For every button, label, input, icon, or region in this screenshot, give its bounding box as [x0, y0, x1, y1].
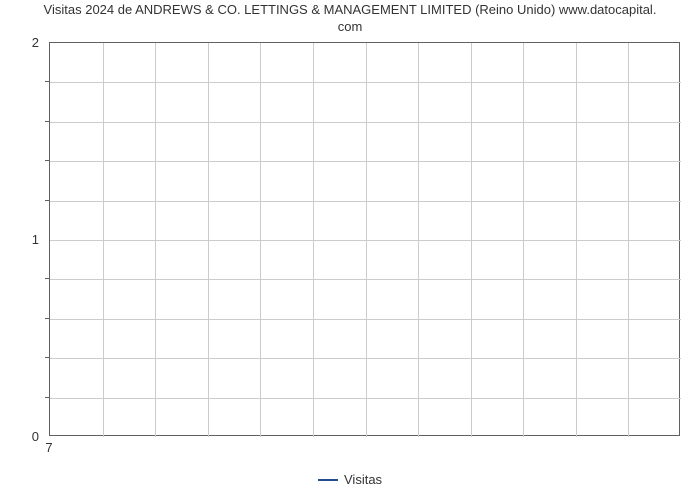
legend-label: Visitas	[344, 472, 382, 487]
y-minor-tick	[45, 160, 49, 161]
chart-title-line1: Visitas 2024 de ANDREWS & CO. LETTINGS &…	[0, 2, 700, 17]
hgrid-minor	[50, 358, 681, 359]
hgrid-major	[50, 240, 681, 241]
hgrid-minor	[50, 319, 681, 320]
hgrid-minor	[50, 201, 681, 202]
hgrid-minor	[50, 82, 681, 83]
y-minor-tick	[45, 357, 49, 358]
y-minor-tick	[45, 81, 49, 82]
y-minor-tick	[45, 318, 49, 319]
chart-container: { "chart": { "type": "line", "title_line…	[0, 0, 700, 500]
plot-area	[49, 42, 680, 436]
y-minor-tick	[45, 397, 49, 398]
y-minor-tick	[45, 121, 49, 122]
legend-swatch	[318, 479, 338, 481]
y-tick-label: 2	[0, 35, 39, 50]
hgrid-minor	[50, 161, 681, 162]
chart-title-line2: com	[0, 19, 700, 34]
hgrid-minor	[50, 279, 681, 280]
hgrid-minor	[50, 122, 681, 123]
hgrid-minor	[50, 398, 681, 399]
y-minor-tick	[45, 200, 49, 201]
y-minor-tick	[45, 278, 49, 279]
legend: Visitas	[318, 472, 382, 487]
x-tick-label: 7	[34, 440, 64, 455]
y-tick-label: 1	[0, 232, 39, 247]
